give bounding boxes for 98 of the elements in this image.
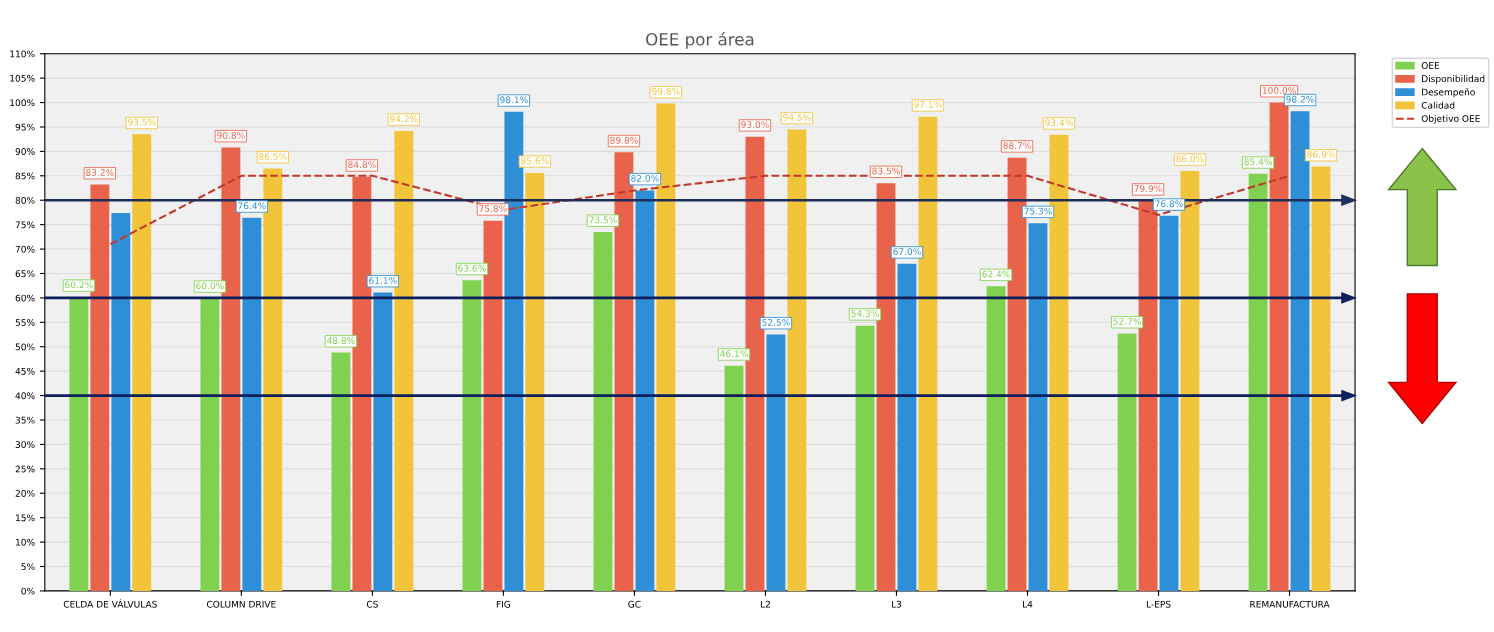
legend-label: Desempeño [1422, 88, 1475, 98]
x-tick-label: CELDA DE VÁLVULAS [63, 599, 157, 608]
bar [855, 325, 875, 591]
chart-title: OEE por área [646, 32, 754, 49]
data-label: 76.4% [238, 202, 266, 210]
bar [897, 263, 917, 591]
bar [1028, 223, 1048, 591]
x-tick-label: FIG [496, 600, 511, 608]
y-tick-label: 60% [15, 294, 35, 302]
bar [132, 134, 152, 591]
bar [766, 334, 786, 591]
data-label: 73.5% [589, 216, 617, 224]
y-tick-label: 110% [10, 50, 35, 58]
y-tick-label: 55% [15, 319, 35, 326]
y-tick-label: 30% [15, 441, 35, 448]
bar [593, 231, 613, 591]
data-label: 48.8% [327, 337, 355, 344]
data-label: 62.4% [982, 270, 1010, 278]
bar [986, 286, 1006, 591]
data-label: 86.9% [1307, 151, 1335, 158]
data-label: 83.5% [872, 167, 900, 175]
y-tick-label: 45% [15, 367, 35, 375]
bar [525, 172, 545, 591]
x-tick-label: GC [628, 600, 641, 608]
y-tick-label: 50% [15, 343, 35, 351]
y-tick-label: 85% [15, 172, 35, 180]
data-label: 100.0% [1262, 87, 1296, 94]
x-tick-label: REMANUFACTURA [1250, 600, 1330, 608]
legend-label: Objetivo OEE [1421, 115, 1480, 124]
y-tick-label: 10% [16, 538, 35, 546]
bar [724, 365, 744, 591]
y-tick-label: 15% [16, 514, 35, 522]
x-tick-label: L-EPS [1146, 600, 1171, 608]
data-label: 86.0% [1176, 155, 1204, 163]
bar [373, 292, 393, 591]
data-label: 52.7% [1113, 318, 1141, 325]
y-tick-label: 75% [15, 221, 35, 229]
data-label: 54.3% [851, 310, 879, 318]
data-label: 76.8% [1155, 200, 1183, 208]
y-tick-label: 100% [10, 99, 35, 107]
data-label: 93.0% [741, 121, 769, 129]
data-label: 52.5% [762, 319, 790, 326]
bar [1117, 333, 1137, 591]
data-label: 94.2% [390, 115, 418, 123]
bar [635, 190, 655, 591]
data-label: 60.2% [65, 281, 93, 289]
bar [1248, 173, 1268, 591]
data-label: 90.8% [217, 131, 245, 139]
data-label: 82.0% [631, 174, 659, 182]
bar [200, 297, 220, 591]
data-label: 60.0% [196, 282, 224, 290]
y-tick-label: 95% [15, 123, 35, 131]
bar [1159, 215, 1179, 591]
data-label: 79.9% [1134, 185, 1162, 193]
bar [111, 212, 131, 591]
data-label: 85.6% [521, 157, 549, 165]
data-label: 99.8% [652, 88, 680, 95]
data-label: 67.0% [893, 248, 921, 256]
data-label: 93.5% [128, 118, 156, 126]
bar [1311, 166, 1331, 591]
data-label: 98.1% [500, 96, 528, 104]
data-label: 75.3% [1024, 207, 1052, 215]
data-label: 93.4% [1045, 119, 1073, 127]
data-label: 46.1% [720, 350, 748, 358]
bar [331, 352, 351, 591]
x-tick-label: L3 [891, 600, 902, 608]
y-tick-label: 105% [10, 74, 35, 82]
data-label: 61.1% [369, 277, 397, 284]
y-tick-label: 20% [15, 489, 35, 497]
x-tick-label: L4 [1023, 600, 1033, 608]
x-tick-label: CS [366, 600, 378, 608]
y-tick-label: 80% [15, 196, 35, 204]
data-label: 94.5% [783, 113, 811, 121]
data-label: 88.7% [1003, 142, 1031, 150]
data-label: 86.5% [259, 152, 287, 160]
data-label: 84.8% [348, 161, 376, 169]
data-label: 83.2% [86, 169, 114, 176]
x-tick-label: COLUMN DRIVE [206, 600, 276, 608]
y-tick-label: 65% [15, 270, 35, 278]
y-tick-label: 0% [21, 587, 35, 595]
bar [69, 296, 89, 591]
y-tick-label: 5% [21, 563, 35, 571]
data-label: 85.4% [1244, 158, 1272, 166]
bar [242, 217, 262, 591]
y-tick-label: 25% [15, 465, 35, 473]
y-tick-label: 40% [15, 392, 35, 400]
y-tick-label: 35% [15, 416, 35, 424]
legend-label: Disponibilidad [1422, 75, 1485, 84]
data-label: 98.2% [1286, 95, 1314, 103]
legend-label: OEE [1421, 62, 1440, 69]
data-label: 63.6% [458, 264, 486, 272]
data-label: 97.1% [914, 101, 942, 109]
y-tick-label: 90% [15, 148, 35, 155]
legend-label: Calidad [1421, 101, 1455, 109]
data-label: 89.8% [610, 136, 638, 144]
x-tick-label: L2 [760, 600, 770, 608]
y-tick-label: 70% [15, 245, 35, 253]
bar [462, 280, 482, 591]
